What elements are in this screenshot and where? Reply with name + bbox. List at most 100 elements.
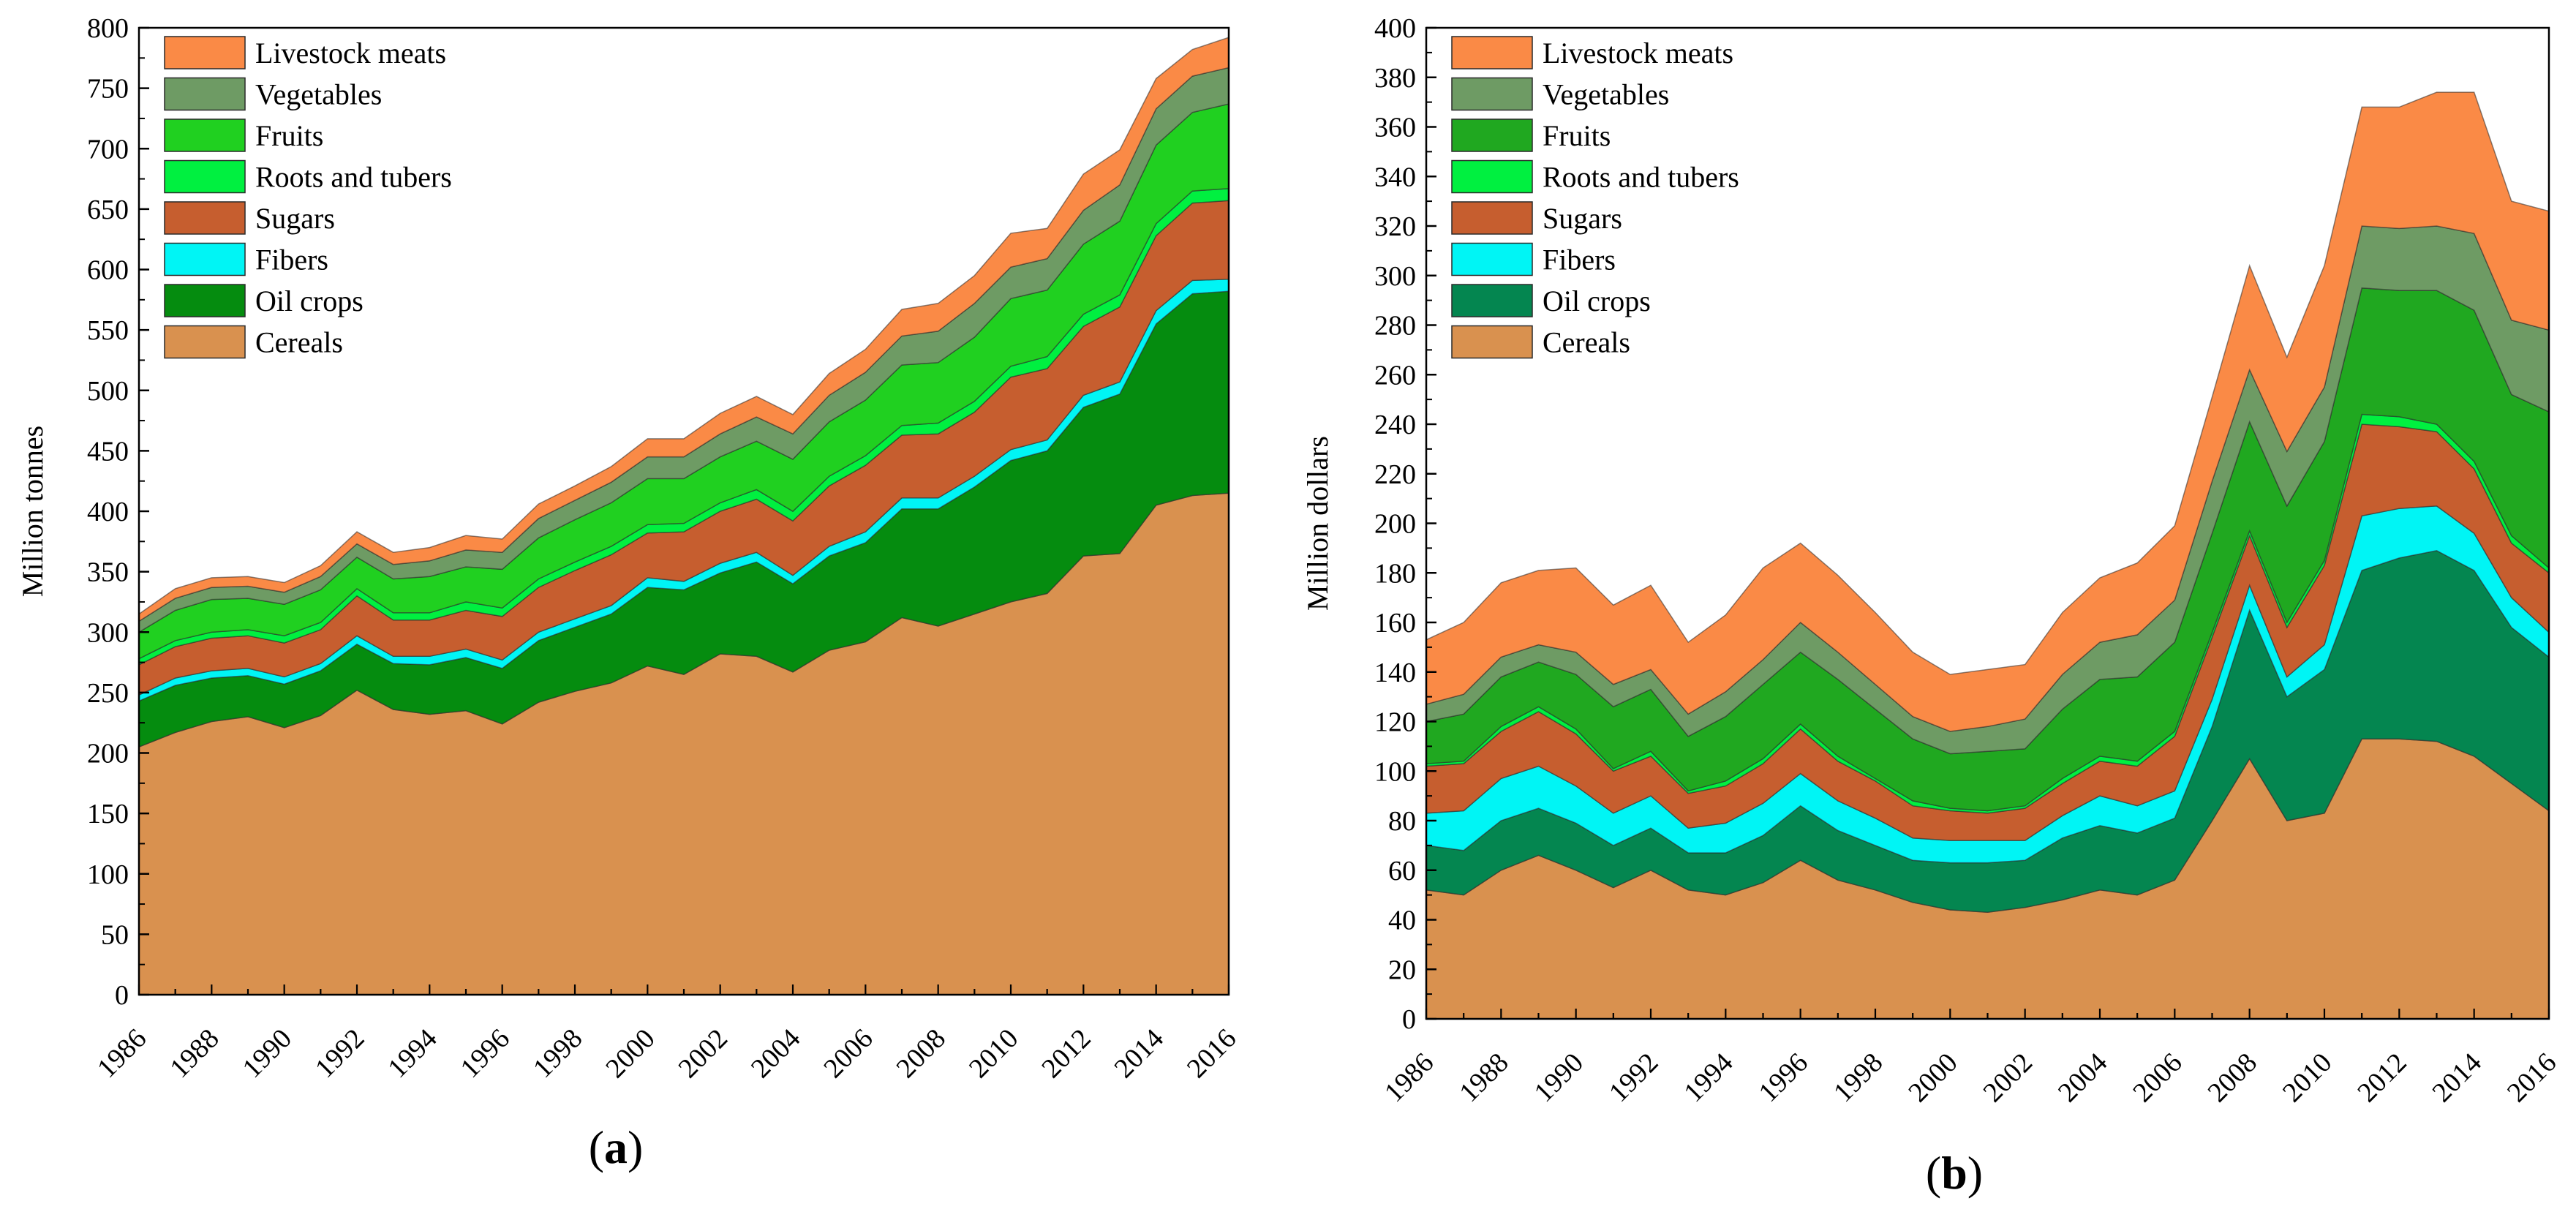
x-tick-label: 2002 xyxy=(673,1023,734,1084)
legend-label-oil-crops: Oil crops xyxy=(255,285,364,317)
x-tick-label: 1992 xyxy=(309,1023,370,1084)
x-tick-label: 1988 xyxy=(164,1023,225,1084)
y-tick-label: 160 xyxy=(1374,608,1416,639)
legend-label-fibers: Fibers xyxy=(1543,244,1616,276)
y-tick-label: 140 xyxy=(1374,658,1416,688)
legend-swatch-fruits xyxy=(164,118,246,152)
x-tick-label: 2012 xyxy=(2351,1047,2412,1108)
legend-swatch-livestock-meats xyxy=(1451,36,1533,69)
legend-swatch-fibers xyxy=(164,242,246,276)
y-tick-label: 260 xyxy=(1374,360,1416,391)
legend-swatch-vegetables xyxy=(1451,77,1533,111)
legend-label-roots-and-tubers: Roots and tubers xyxy=(1543,161,1739,194)
legend-swatch-sugars xyxy=(1451,201,1533,235)
y-tick-label: 600 xyxy=(87,255,129,286)
chart-b: 0 20 40 60 80 100 120 140 160 180 200 220 240 260 280 3… xyxy=(1301,13,2562,1199)
x-tick-label: 2000 xyxy=(600,1023,660,1084)
y-tick-label: 100 xyxy=(1374,756,1416,787)
y-tick-label: 300 xyxy=(1374,261,1416,292)
y-tick-label: 200 xyxy=(1374,509,1416,540)
y-tick-label: 180 xyxy=(1374,558,1416,589)
y-tick-label: 360 xyxy=(1374,113,1416,143)
panel-label: (a) xyxy=(589,1121,644,1173)
legend-swatch-vegetables xyxy=(164,77,246,111)
legend-label-sugars: Sugars xyxy=(255,202,335,235)
y-tick-label: 220 xyxy=(1374,459,1416,490)
y-tick-label: 300 xyxy=(87,617,129,648)
y-tick-label: 700 xyxy=(87,134,129,165)
x-tick-label: 1994 xyxy=(382,1023,442,1084)
y-tick-label: 500 xyxy=(87,376,129,407)
y-tick-label: 280 xyxy=(1374,311,1416,342)
legend-label-vegetables: Vegetables xyxy=(1543,78,1669,111)
chart-a: 0 50 100 150 200 250 300 350 400 450 500 550 600 650 7… xyxy=(16,13,1242,1173)
legend-label-roots-and-tubers: Roots and tubers xyxy=(255,161,452,194)
legend-swatch-sugars xyxy=(164,201,246,235)
x-tick-label: 2000 xyxy=(1902,1047,1963,1108)
x-tick-label: 2002 xyxy=(1978,1047,2038,1108)
y-tick-label: 550 xyxy=(87,315,129,346)
y-tick-label: 120 xyxy=(1374,707,1416,738)
y-tick-label: 320 xyxy=(1374,211,1416,242)
y-tick-label: 450 xyxy=(87,436,129,467)
x-tick-label: 2006 xyxy=(818,1023,878,1084)
legend-label-sugars: Sugars xyxy=(1543,202,1622,235)
y-tick-label: 650 xyxy=(87,195,129,225)
x-tick-label: 1990 xyxy=(1529,1047,1589,1108)
x-tick-label: 2004 xyxy=(745,1023,806,1084)
x-tick-label: 1986 xyxy=(91,1023,152,1084)
y-axis-label: Million dollars xyxy=(1301,436,1334,611)
legend-swatch-livestock-meats xyxy=(164,36,246,69)
legend-label-vegetables: Vegetables xyxy=(255,78,382,111)
legend-swatch-cereals xyxy=(1451,325,1533,359)
y-tick-label: 0 xyxy=(115,980,129,1011)
x-tick-label: 2016 xyxy=(1181,1023,1242,1084)
y-tick-label: 20 xyxy=(1388,954,1416,985)
legend-swatch-oil-crops xyxy=(164,284,246,317)
y-tick-label: 340 xyxy=(1374,162,1416,192)
panel-label: (b) xyxy=(1926,1147,1983,1199)
y-tick-label: 250 xyxy=(87,678,129,709)
y-tick-label: 0 xyxy=(1402,1004,1416,1035)
x-tick-label: 2006 xyxy=(2127,1047,2188,1108)
x-tick-label: 1994 xyxy=(1678,1047,1739,1108)
legend-label-livestock-meats: Livestock meats xyxy=(1543,37,1733,69)
y-tick-label: 800 xyxy=(87,13,129,44)
legend-label-fruits: Fruits xyxy=(1543,119,1611,152)
y-tick-label: 50 xyxy=(101,919,129,950)
x-tick-label: 2014 xyxy=(2427,1047,2488,1108)
y-tick-label: 400 xyxy=(87,497,129,527)
x-tick-label: 1990 xyxy=(237,1023,298,1084)
legend-swatch-fibers xyxy=(1451,242,1533,276)
x-tick-label: 2016 xyxy=(2501,1047,2562,1108)
x-tick-label: 2010 xyxy=(2277,1047,2338,1108)
y-tick-label: 60 xyxy=(1388,856,1416,886)
x-tick-label: 1988 xyxy=(1453,1047,1514,1108)
x-tick-label: 1986 xyxy=(1379,1047,1439,1108)
legend-label-cereals: Cereals xyxy=(255,326,343,359)
legend-label-fibers: Fibers xyxy=(255,244,328,276)
x-tick-label: 2010 xyxy=(963,1023,1024,1084)
y-tick-label: 200 xyxy=(87,739,129,769)
x-tick-label: 1996 xyxy=(455,1023,516,1084)
x-tick-label: 1998 xyxy=(527,1023,588,1084)
x-tick-label: 2012 xyxy=(1036,1023,1096,1084)
legend: Livestock meats Vegetables Fruits Roots and… xyxy=(1451,36,1739,359)
x-tick-label: 1998 xyxy=(1828,1047,1888,1108)
y-tick-label: 350 xyxy=(87,557,129,588)
x-tick-label: 1996 xyxy=(1753,1047,1814,1108)
y-tick-label: 380 xyxy=(1374,63,1416,94)
y-tick-label: 40 xyxy=(1388,905,1416,936)
legend-swatch-fruits xyxy=(1451,118,1533,152)
legend-label-cereals: Cereals xyxy=(1543,326,1630,359)
y-tick-label: 100 xyxy=(87,859,129,890)
y-tick-label: 400 xyxy=(1374,13,1416,44)
y-tick-label: 240 xyxy=(1374,410,1416,440)
y-tick-label: 750 xyxy=(87,74,129,105)
legend-swatch-oil-crops xyxy=(1451,284,1533,317)
legend-swatch-roots-and-tubers xyxy=(1451,159,1533,194)
legend-swatch-cereals xyxy=(164,325,246,359)
y-tick-label: 150 xyxy=(87,799,129,829)
